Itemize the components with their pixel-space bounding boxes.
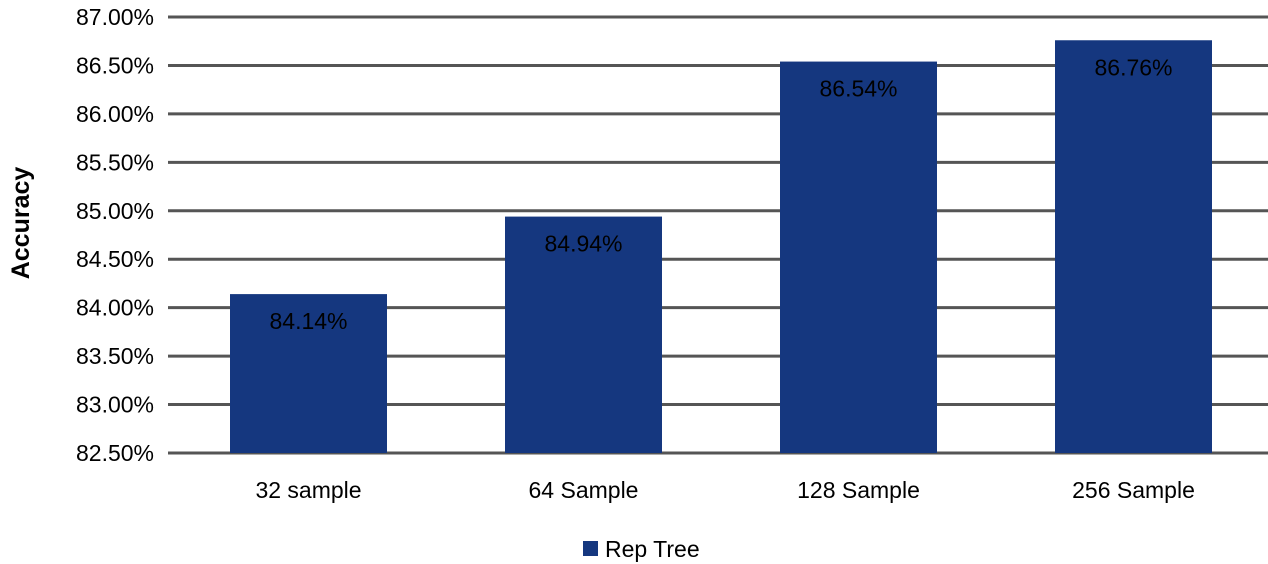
legend: Rep Tree xyxy=(583,536,700,562)
data-label: 86.76% xyxy=(1094,54,1172,80)
bar xyxy=(780,61,937,454)
y-tick-label: 86.00% xyxy=(76,101,154,127)
x-category-label: 32 sample xyxy=(255,477,361,503)
y-tick-label: 85.50% xyxy=(76,149,154,175)
bar xyxy=(230,294,387,453)
bar xyxy=(505,216,662,453)
data-label: 84.14% xyxy=(269,308,347,334)
data-label: 84.94% xyxy=(544,231,622,257)
legend-label: Rep Tree xyxy=(605,536,700,562)
y-tick-label: 84.00% xyxy=(76,295,154,321)
y-tick-label: 83.50% xyxy=(76,343,154,369)
bars xyxy=(230,40,1212,454)
x-category-label: 64 Sample xyxy=(529,477,639,503)
x-axis-categories: 32 sample 64 Sample 128 Sample 256 Sample xyxy=(255,477,1194,503)
x-category-label: 256 Sample xyxy=(1072,477,1195,503)
y-tick-label: 85.00% xyxy=(76,198,154,224)
y-axis-label: Accuracy xyxy=(7,167,35,280)
data-labels: 84.14% 84.94% 86.54% 86.76% xyxy=(269,54,1172,334)
data-label: 86.54% xyxy=(819,76,897,102)
y-tick-label: 83.00% xyxy=(76,392,154,418)
y-axis-ticks: 82.50% 83.00% 83.50% 84.00% 84.50% 85.00% 85.5… xyxy=(76,4,154,466)
y-tick-label: 82.50% xyxy=(76,440,154,466)
y-tick-label: 84.50% xyxy=(76,246,154,272)
y-tick-label: 86.50% xyxy=(76,52,154,78)
legend-swatch xyxy=(583,541,598,556)
y-tick-label: 87.00% xyxy=(76,4,154,30)
x-category-label: 128 Sample xyxy=(797,477,920,503)
bar xyxy=(1055,40,1212,454)
